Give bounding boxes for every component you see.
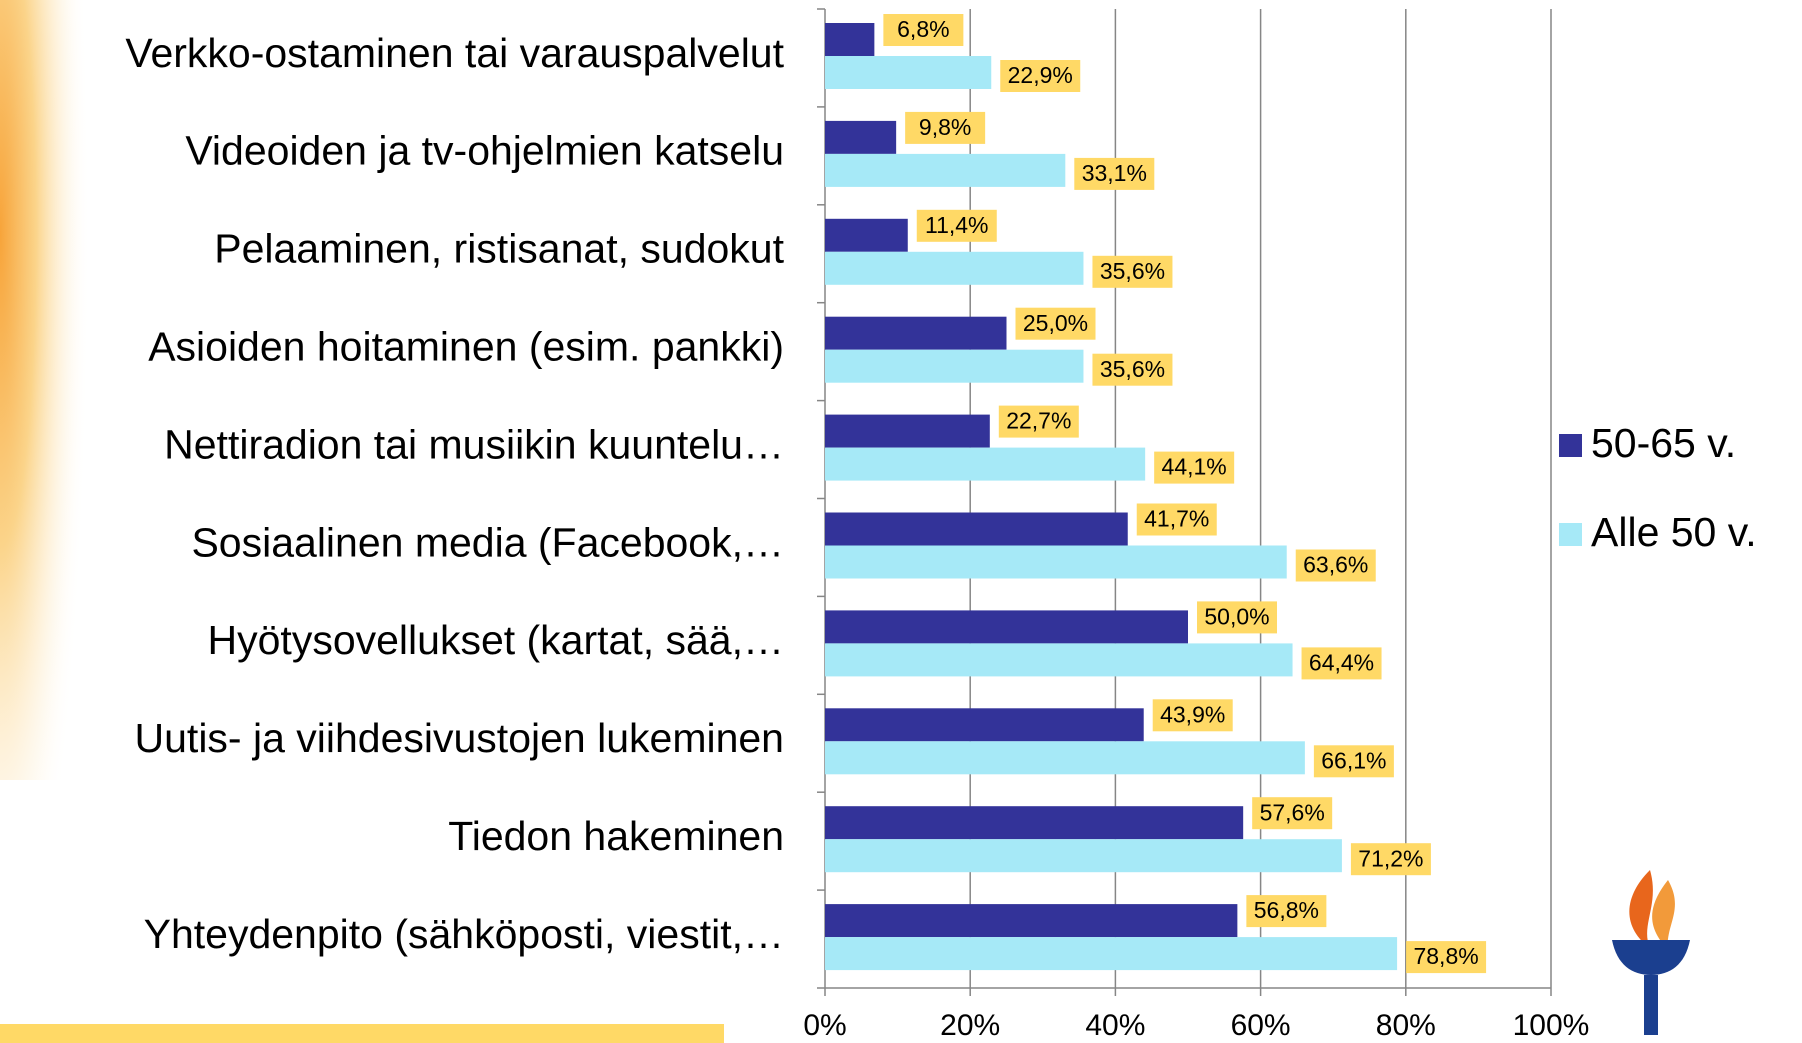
value-label: 56,8% bbox=[1254, 897, 1319, 923]
bar bbox=[825, 708, 1144, 741]
bar bbox=[825, 23, 874, 56]
x-tick-label: 60% bbox=[1231, 1009, 1291, 1042]
value-label: 57,6% bbox=[1260, 799, 1325, 825]
value-label: 6,8% bbox=[897, 16, 949, 42]
bar bbox=[825, 154, 1065, 187]
value-label: 11,4% bbox=[925, 212, 989, 238]
bar bbox=[825, 350, 1083, 383]
value-label: 22,9% bbox=[1008, 62, 1073, 88]
note-box bbox=[0, 1024, 724, 1043]
bar bbox=[825, 937, 1397, 970]
value-label: 50,0% bbox=[1204, 603, 1269, 629]
legend-label: 50-65 v. bbox=[1591, 420, 1736, 466]
value-label: 64,4% bbox=[1309, 649, 1374, 675]
x-tick-label: 100% bbox=[1513, 1009, 1590, 1042]
x-tick-label: 80% bbox=[1376, 1009, 1436, 1042]
x-tick-label: 0% bbox=[803, 1009, 846, 1042]
bar bbox=[825, 643, 1293, 676]
x-tick-label: 20% bbox=[940, 1009, 1000, 1042]
logo bbox=[1612, 870, 1690, 1035]
background-glow bbox=[0, 0, 90, 780]
bar bbox=[825, 546, 1287, 579]
bar bbox=[825, 252, 1083, 285]
value-label: 35,6% bbox=[1100, 258, 1165, 284]
bar bbox=[825, 317, 1007, 350]
bar bbox=[825, 121, 896, 154]
value-label: 71,2% bbox=[1358, 845, 1423, 871]
category-label: Yhteydenpito (sähköposti, viestit,… bbox=[144, 911, 784, 957]
category-label: Asioiden hoitaminen (esim. pankki) bbox=[148, 324, 784, 370]
value-label: 25,0% bbox=[1023, 310, 1088, 336]
category-label: Tiedon hakeminen bbox=[448, 813, 784, 859]
value-label: 78,8% bbox=[1413, 943, 1478, 969]
value-label: 63,6% bbox=[1303, 552, 1368, 578]
category-label: Pelaaminen, ristisanat, sudokut bbox=[214, 226, 784, 272]
x-tick-label: 40% bbox=[1085, 1009, 1145, 1042]
category-label: Nettiradion tai musiikin kuuntelu… bbox=[164, 421, 784, 467]
value-label: 44,1% bbox=[1162, 454, 1227, 480]
category-label: Uutis- ja viihdesivustojen lukeminen bbox=[135, 715, 784, 761]
bar bbox=[825, 610, 1188, 643]
value-label: 22,7% bbox=[1006, 408, 1071, 434]
bar bbox=[825, 415, 990, 448]
category-label: Sosiaalinen media (Facebook,… bbox=[191, 519, 784, 565]
value-label: 43,9% bbox=[1160, 701, 1225, 727]
bar bbox=[825, 741, 1305, 774]
value-label: 66,1% bbox=[1321, 747, 1386, 773]
bar bbox=[825, 448, 1145, 481]
bar bbox=[825, 219, 908, 252]
category-label: Videoiden ja tv-ohjelmien katselu bbox=[185, 128, 784, 174]
value-label: 35,6% bbox=[1100, 356, 1165, 382]
legend-swatch bbox=[1559, 523, 1582, 546]
value-label: 33,1% bbox=[1082, 160, 1147, 186]
chart: 0% 20% 40% 60% 80% 100% Verkko-ostaminen tai v… bbox=[0, 0, 1802, 1043]
legend-label: Alle 50 v. bbox=[1591, 509, 1757, 555]
bar bbox=[825, 513, 1128, 546]
category-label: Verkko-ostaminen tai varauspalvelut bbox=[125, 30, 784, 76]
bar bbox=[825, 56, 991, 89]
bar bbox=[825, 839, 1342, 872]
category-label: Hyötysovellukset (kartat, sää,… bbox=[208, 617, 784, 663]
value-label: 41,7% bbox=[1144, 506, 1209, 532]
bar bbox=[825, 904, 1237, 937]
value-label: 9,8% bbox=[919, 114, 971, 140]
bar bbox=[825, 806, 1243, 839]
legend-swatch bbox=[1559, 434, 1582, 457]
